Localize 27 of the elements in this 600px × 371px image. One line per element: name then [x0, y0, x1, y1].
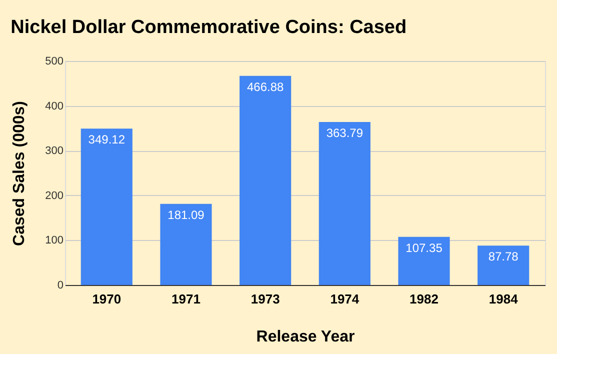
bar [80, 128, 132, 285]
y-axis-title: Cased Sales (000s) [11, 101, 28, 246]
y-tick-label: 200 [45, 190, 64, 202]
data-label: 363.79 [326, 126, 364, 140]
data-label: 107.35 [406, 240, 443, 255]
bar [318, 122, 370, 285]
chart-title: Nickel Dollar Commemorative Coins: Cased [10, 17, 407, 38]
y-tick-label: 100 [45, 234, 64, 247]
bar [160, 204, 212, 285]
bar [240, 76, 292, 285]
x-tick-label: 1971 [172, 292, 200, 306]
data-label: 466.88 [246, 80, 284, 94]
data-label: 349.12 [88, 132, 126, 147]
y-tick-label: 500 [45, 56, 64, 68]
x-tick-label: 1973 [250, 292, 280, 306]
y-tick-label: 300 [45, 145, 64, 158]
bar [478, 246, 530, 285]
data-label: 181.09 [168, 208, 205, 222]
bar [398, 236, 450, 285]
x-tick-label: 1974 [330, 292, 360, 306]
x-axis-title: Release Year [256, 328, 355, 346]
y-tick-label: 0 [57, 280, 64, 292]
x-tick-label: 1982 [410, 292, 438, 306]
x-tick-label: 1970 [92, 292, 122, 306]
data-label: 87.78 [488, 250, 519, 264]
y-tick-label: 400 [45, 100, 64, 112]
x-tick-label: 1984 [488, 292, 519, 306]
